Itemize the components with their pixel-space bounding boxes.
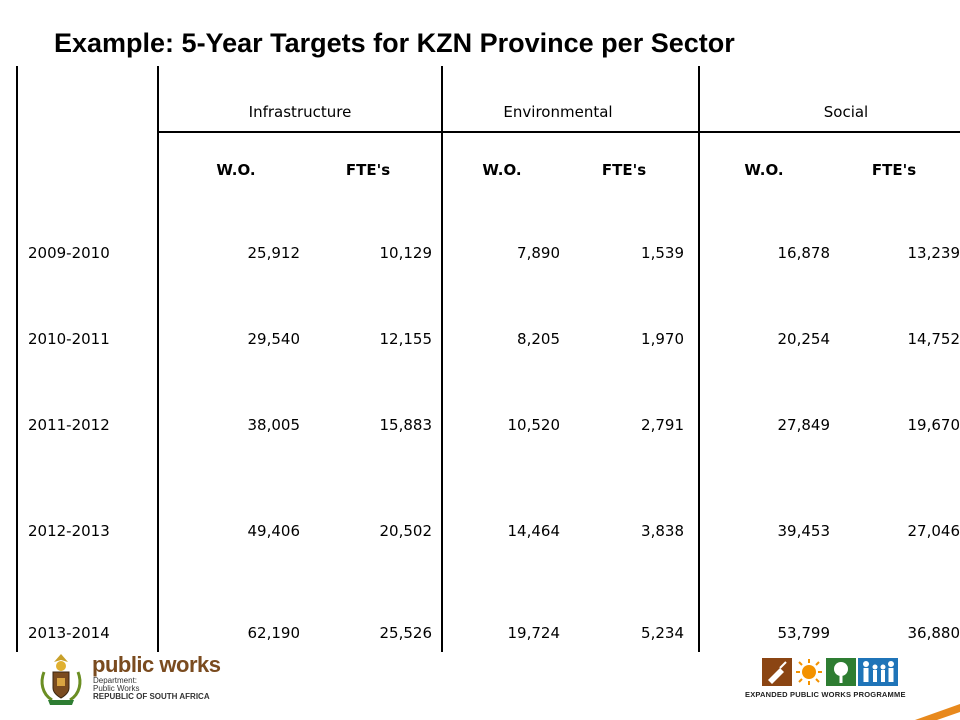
slide-title: Example: 5-Year Targets for KZN Province… — [54, 28, 735, 58]
row-year: 2009-2010 — [28, 244, 110, 262]
subheader-fte: FTE's — [601, 161, 647, 179]
targets-table: Infrastructure Environmental Social W.O.… — [16, 66, 960, 652]
epwp-name: EXPANDED PUBLIC WORKS PROGRAMME — [745, 690, 906, 699]
subheader-wo: W.O. — [744, 161, 784, 179]
table-cell: 25,526 — [379, 624, 433, 642]
coat-of-arms-icon — [40, 654, 82, 705]
table-cell: 14,752 — [907, 330, 960, 348]
group-header-environmental: Environmental — [503, 103, 613, 121]
table-cell: 62,190 — [247, 624, 301, 642]
subheader-fte: FTE's — [871, 161, 917, 179]
table-cell: 15,883 — [379, 416, 433, 434]
table-cell: 19,724 — [507, 624, 561, 642]
table-cell: 27,849 — [777, 416, 831, 434]
table-cell: 38,005 — [247, 416, 301, 434]
table-cell: 7,890 — [517, 244, 560, 262]
table-cell: 16,878 — [777, 244, 831, 262]
row-year: 2012-2013 — [28, 522, 110, 540]
table-cell: 20,254 — [777, 330, 831, 348]
table-cell: 19,670 — [907, 416, 960, 434]
table-cell: 10,129 — [379, 244, 433, 262]
table-cell: 10,520 — [507, 416, 561, 434]
table-column-divider — [441, 66, 443, 652]
trowel-icon — [762, 658, 792, 686]
public-works-dept-line3: REPUBLIC OF SOUTH AFRICA — [93, 692, 210, 701]
group-header-infrastructure: Infrastructure — [248, 103, 352, 121]
corner-accent-stripe — [915, 704, 960, 720]
sun-icon — [794, 658, 824, 686]
table-cell: 1,970 — [641, 330, 684, 348]
table-cell: 13,239 — [907, 244, 960, 262]
table-cell: 53,799 — [777, 624, 831, 642]
table-cell: 2,791 — [641, 416, 684, 434]
header-underline — [157, 131, 960, 133]
table-cell: 49,406 — [247, 522, 301, 540]
table-cell: 8,205 — [517, 330, 560, 348]
table-cell: 36,880 — [907, 624, 960, 642]
table-cell: 20,502 — [379, 522, 433, 540]
table-column-divider — [698, 66, 700, 652]
table-cell: 27,046 — [907, 522, 960, 540]
table-left-border — [16, 66, 18, 652]
public-works-name: public works — [92, 652, 221, 677]
table-column-divider — [157, 66, 159, 652]
public-works-dept-line2: Public Works — [93, 684, 140, 693]
table-cell: 12,155 — [379, 330, 433, 348]
subheader-fte: FTE's — [345, 161, 391, 179]
table-cell: 29,540 — [247, 330, 301, 348]
subheader-wo: W.O. — [482, 161, 522, 179]
row-year: 2011-2012 — [28, 416, 110, 434]
table-cell: 39,453 — [777, 522, 831, 540]
row-year: 2013-2014 — [28, 624, 110, 642]
subheader-wo: W.O. — [216, 161, 256, 179]
group-header-social: Social — [823, 103, 869, 121]
table-cell: 3,838 — [641, 522, 684, 540]
row-year: 2010-2011 — [28, 330, 110, 348]
table-cell: 1,539 — [641, 244, 684, 262]
table-cell: 14,464 — [507, 522, 561, 540]
public-works-dept-line1: Department: — [93, 676, 138, 685]
family-icon — [858, 658, 898, 686]
tree-icon — [826, 658, 856, 686]
table-cell: 5,234 — [641, 624, 684, 642]
table-cell: 25,912 — [247, 244, 301, 262]
